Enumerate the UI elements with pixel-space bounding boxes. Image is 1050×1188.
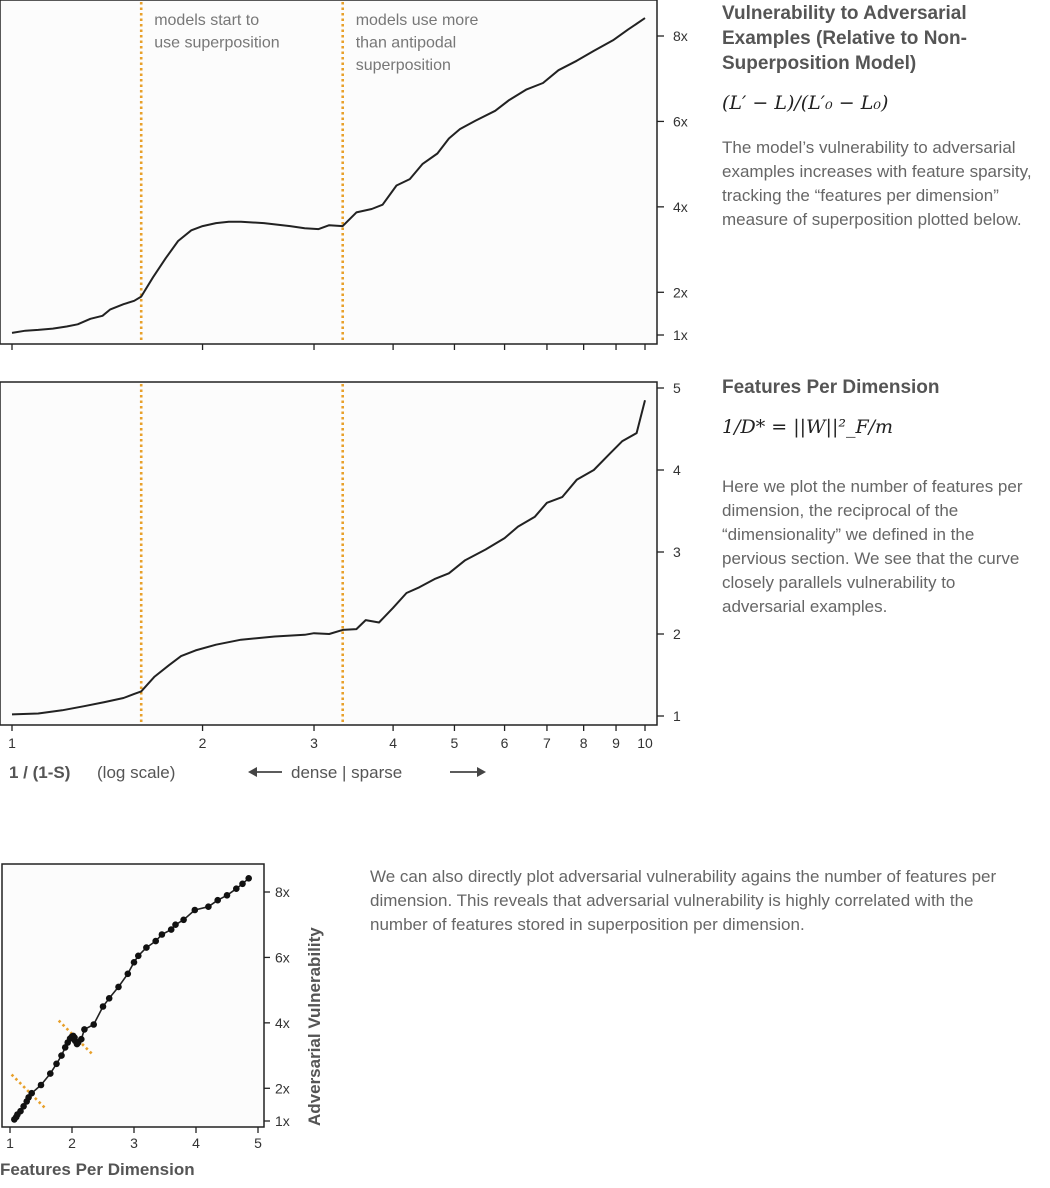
vulnerability-title: Vulnerability to Adversarial Examples (R… bbox=[722, 3, 967, 74]
x-tick-label: 9 bbox=[612, 735, 620, 751]
vulnerability-chart: models start to use superposition models u… bbox=[0, 0, 688, 350]
scatter-point bbox=[245, 875, 252, 882]
scatter-point bbox=[81, 1026, 88, 1033]
y-tick-label: 5 bbox=[673, 380, 681, 396]
y-tick-label: 6x bbox=[275, 949, 290, 965]
scatter-point bbox=[152, 937, 159, 945]
scatter-point bbox=[47, 1070, 54, 1077]
y-tick-label: 4x bbox=[673, 199, 688, 215]
scatter-point bbox=[130, 959, 138, 966]
x-tick-label: 10 bbox=[637, 735, 653, 751]
scatter-point bbox=[78, 1035, 85, 1043]
scatter-point bbox=[53, 1060, 60, 1068]
scatter-point bbox=[158, 931, 166, 938]
y-tick-label: 1x bbox=[673, 327, 688, 343]
scatter-point bbox=[223, 892, 231, 899]
scatter-point bbox=[99, 1003, 107, 1010]
x-tick-label: 6 bbox=[501, 735, 509, 751]
scatter-point bbox=[28, 1089, 35, 1097]
scatter-point bbox=[191, 906, 199, 914]
scatter-point bbox=[17, 1107, 24, 1115]
scatter-point bbox=[167, 926, 175, 933]
features-per-dimension-chart: 1 2 3 4 5 1 2 3 4 5 6 7 8 9 10 bbox=[0, 380, 681, 751]
scatter-point bbox=[172, 921, 179, 928]
x-tick-label: 3 bbox=[130, 1135, 138, 1151]
vulnerability-vs-features-chart-frame bbox=[1, 863, 265, 1128]
scatter-point bbox=[124, 970, 132, 978]
vulnerability-chart-frame bbox=[0, 0, 658, 345]
scatter-point bbox=[37, 1081, 45, 1089]
threshold-annotation-1-line-1: models start to bbox=[154, 12, 259, 29]
scatter-point bbox=[58, 1052, 65, 1059]
scatter-point bbox=[239, 880, 246, 888]
y-tick-label: 1x bbox=[275, 1113, 290, 1129]
x-tick-label: 3 bbox=[310, 735, 318, 751]
scatter-y-axis-label: Adversarial Vulnerability bbox=[305, 927, 324, 1126]
scatter-point bbox=[115, 983, 122, 991]
features-per-dimension-formula: 1/D* = ||W||²_F/m bbox=[722, 416, 894, 438]
x-tick-label: 4 bbox=[389, 735, 397, 751]
scatter-point bbox=[135, 952, 142, 960]
vulnerability-description: The model’s vulnerability to adversarial… bbox=[722, 138, 1032, 229]
x-tick-label: 2 bbox=[68, 1135, 76, 1151]
x-axis-label: 1 / (1-S) bbox=[9, 763, 70, 782]
x-tick-label: 2 bbox=[199, 735, 207, 751]
y-tick-label: 2x bbox=[275, 1080, 290, 1096]
direction-indicator: dense | sparse bbox=[248, 763, 486, 782]
scatter-point bbox=[233, 885, 240, 892]
x-axis-scale-note: (log scale) bbox=[97, 763, 175, 782]
y-tick-label: 1 bbox=[673, 708, 681, 724]
vulnerability-series-line bbox=[11, 17, 646, 334]
threshold-annotation-2-line-2: than antipodal bbox=[356, 35, 457, 52]
threshold-annotation-2-line-3: superposition bbox=[356, 57, 451, 74]
scatter-point bbox=[20, 1103, 27, 1110]
x-tick-label: 1 bbox=[6, 1135, 14, 1151]
threshold-marker-1 bbox=[10, 1073, 47, 1110]
x-tick-label: 4 bbox=[192, 1135, 200, 1151]
scatter-point bbox=[61, 1044, 69, 1051]
x-tick-label: 7 bbox=[543, 735, 551, 751]
scatter-point bbox=[143, 944, 150, 951]
y-tick-label: 3 bbox=[673, 544, 681, 560]
y-tick-label: 8x bbox=[275, 884, 290, 900]
scatter-point bbox=[105, 995, 113, 1002]
x-tick-label: 8 bbox=[580, 735, 588, 751]
features-per-dimension-series-line bbox=[11, 400, 646, 716]
features-per-dimension-title: Features Per Dimension bbox=[722, 377, 940, 398]
vulnerability-formula: (L′ − L)/(L′₀ − L₀) bbox=[722, 92, 889, 114]
threshold-annotation-1-line-2: use superposition bbox=[154, 35, 279, 52]
features-per-dimension-chart-frame bbox=[0, 381, 658, 726]
y-tick-label: 6x bbox=[673, 113, 688, 129]
y-tick-label: 2 bbox=[673, 626, 681, 642]
scatter-point bbox=[180, 916, 187, 924]
scatter-description: We can also directly plot adversarial vu… bbox=[370, 867, 997, 934]
scatter-point bbox=[205, 903, 212, 910]
scatter-point bbox=[214, 896, 221, 904]
x-tick-label: 1 bbox=[8, 735, 16, 751]
scatter-x-axis-label: Features Per Dimension bbox=[0, 1160, 195, 1179]
threshold-annotation-2-line-1: models use more bbox=[356, 12, 479, 29]
features-per-dimension-description: Here we plot the number of features per … bbox=[722, 477, 1023, 616]
y-tick-label: 4 bbox=[673, 462, 681, 478]
x-tick-label: 5 bbox=[451, 735, 459, 751]
y-tick-label: 4x bbox=[275, 1015, 290, 1031]
scatter-point bbox=[90, 1021, 97, 1028]
direction-label: dense | sparse bbox=[291, 763, 402, 782]
left-arrowhead-icon bbox=[248, 767, 257, 777]
x-tick-label: 5 bbox=[254, 1135, 262, 1151]
y-tick-label: 8x bbox=[673, 28, 688, 44]
y-tick-label: 2x bbox=[673, 284, 688, 300]
right-arrowhead-icon bbox=[477, 767, 486, 777]
